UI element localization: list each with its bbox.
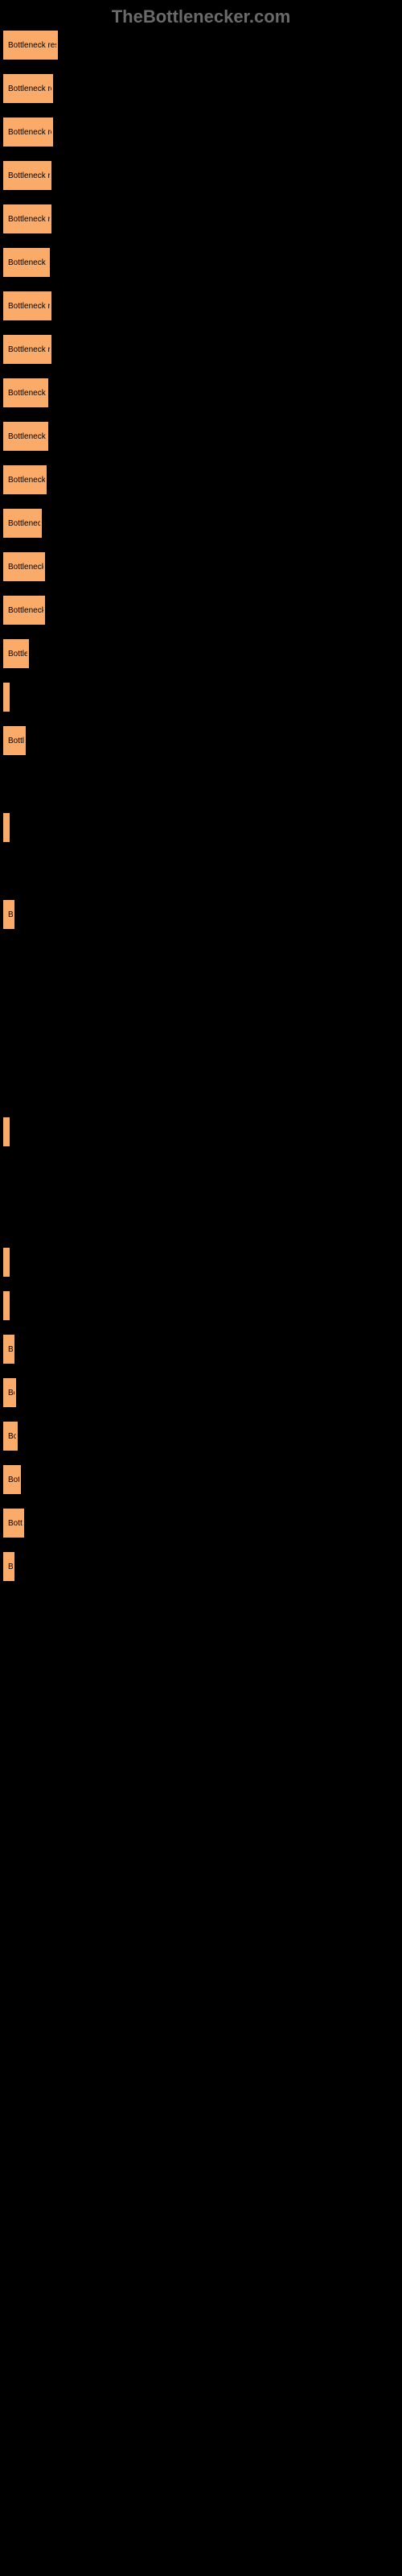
- bar: B: [3, 1117, 10, 1146]
- bar-row: Bottleneck re: [0, 372, 402, 409]
- bar-row: Bottleneck re: [0, 415, 402, 452]
- bar-row: [0, 1198, 402, 1235]
- bar: Bottleneck r: [3, 596, 45, 625]
- bar-row: Bottleneck: [0, 502, 402, 539]
- bar-chart: Bottleneck resu Bottleneck res Bottleneck …: [0, 24, 402, 1589]
- bar: B: [3, 1291, 10, 1320]
- bar-label: B: [8, 1128, 10, 1137]
- bar-row: Bottleneck re: [0, 242, 402, 279]
- bar-label: Bo: [8, 910, 14, 919]
- bar-label: Bottl: [8, 1519, 24, 1528]
- bar-row: Bottleneck r: [0, 589, 402, 626]
- bar: Bot: [3, 1422, 18, 1451]
- bar-label: Bottleneck res: [8, 215, 51, 224]
- bar-label: Bo: [8, 1389, 16, 1397]
- bar-label: Bo: [8, 1345, 14, 1354]
- bar-row: [0, 1241, 402, 1278]
- bar-row: Bott: [0, 1459, 402, 1496]
- bar-row: [0, 850, 402, 887]
- bar: [3, 813, 10, 842]
- bar-row: Bottleneck r: [0, 546, 402, 583]
- bar-label: Bottleneck res: [8, 302, 51, 311]
- bar-row: [0, 937, 402, 974]
- bar-row: [0, 763, 402, 800]
- bar: Bottle: [3, 726, 26, 755]
- bar-row: [0, 807, 402, 844]
- bar-label: Bot: [8, 1432, 18, 1441]
- bar-row: Bottleneck res: [0, 68, 402, 105]
- bar-label: B: [8, 693, 10, 702]
- bar: Bottl: [3, 1509, 24, 1538]
- bar-label: Bottleneck res: [8, 171, 51, 180]
- bar: Bo: [3, 1378, 16, 1407]
- bar-row: Bot: [0, 1415, 402, 1452]
- bar-label: Bo: [8, 1563, 14, 1571]
- bar-row: Bottleneck r: [0, 459, 402, 496]
- bar-label: Bottler: [8, 650, 29, 658]
- bar: Bottleneck r: [3, 552, 45, 581]
- bar: Bottleneck res: [3, 118, 53, 147]
- bar: Bottleneck res: [3, 291, 51, 320]
- bar: Bottleneck re: [3, 378, 48, 407]
- bar: Bo: [3, 1335, 14, 1364]
- bar-row: Bo: [0, 1328, 402, 1365]
- bar: [3, 1248, 10, 1277]
- bar-row: B: [0, 1285, 402, 1322]
- bar-row: Bo: [0, 894, 402, 931]
- bar-row: Bottl: [0, 1502, 402, 1539]
- bar-row: [0, 1024, 402, 1061]
- bar-row: Bo: [0, 1372, 402, 1409]
- bar-row: [0, 1154, 402, 1191]
- bar-label: Bottleneck r: [8, 606, 45, 615]
- bar: Bottleneck re: [3, 422, 48, 451]
- bar-label: Bottleneck res: [8, 128, 53, 137]
- bar-row: Bottleneck res: [0, 111, 402, 148]
- bar-row: [0, 1067, 402, 1104]
- bar: Bottleneck res: [3, 74, 53, 103]
- bar-row: [0, 980, 402, 1018]
- bar-row: Bottleneck res: [0, 198, 402, 235]
- bar-label: Bottle: [8, 737, 26, 745]
- bar-row: Bottleneck res: [0, 155, 402, 192]
- bar-label: Bottleneck resu: [8, 41, 58, 50]
- bar-label: Bott: [8, 1476, 21, 1484]
- bar-row: Bottleneck resu: [0, 24, 402, 61]
- bar-label: Bottleneck res: [8, 345, 51, 354]
- bar: Bo: [3, 900, 14, 929]
- bar: Bottleneck: [3, 509, 42, 538]
- bar: Bottleneck re: [3, 248, 50, 277]
- bar-label: Bottleneck: [8, 519, 42, 528]
- bar: Bottleneck res: [3, 335, 51, 364]
- bar-row: Bottleneck res: [0, 328, 402, 365]
- bar: Bottler: [3, 639, 29, 668]
- bar-label: Bottleneck re: [8, 258, 50, 267]
- bar-label: Bottleneck r: [8, 563, 45, 572]
- bar-label: Bottleneck re: [8, 432, 48, 441]
- bar-row: Bottle: [0, 720, 402, 757]
- bar-label: Bottleneck re: [8, 389, 48, 398]
- bar-row: B: [0, 676, 402, 713]
- bar: Bott: [3, 1465, 21, 1494]
- bar-label: Bottleneck res: [8, 85, 53, 93]
- bar: Bottleneck r: [3, 465, 47, 494]
- bar-row: Bottleneck res: [0, 285, 402, 322]
- bar-row: Bo: [0, 1546, 402, 1583]
- bar: Bottleneck resu: [3, 31, 58, 60]
- bar-row: Bottler: [0, 633, 402, 670]
- bar: Bottleneck res: [3, 161, 51, 190]
- bar: B: [3, 683, 10, 712]
- bar: Bottleneck res: [3, 204, 51, 233]
- bar-row: B: [0, 1111, 402, 1148]
- bar-label: Bottleneck r: [8, 476, 47, 485]
- bar-label: B: [8, 1302, 10, 1311]
- bar: Bo: [3, 1552, 14, 1581]
